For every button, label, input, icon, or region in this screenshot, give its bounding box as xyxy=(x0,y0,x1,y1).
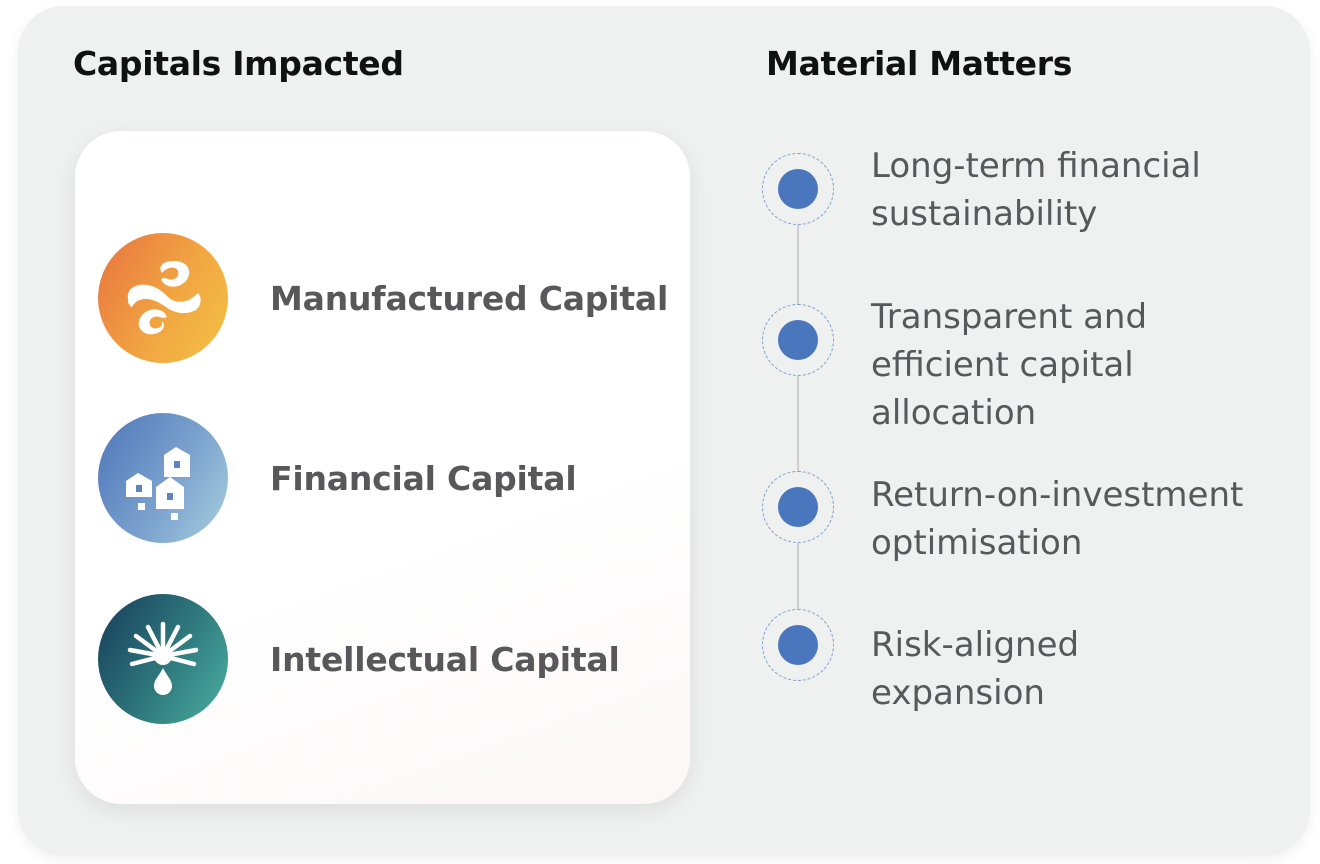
timeline-dot xyxy=(778,169,818,209)
material-matter-item: Return-on-investment optimisation xyxy=(871,471,1271,567)
matter-line: Risk-aligned xyxy=(871,625,1080,665)
timeline-dot xyxy=(778,487,818,527)
financial-capital-icon xyxy=(98,413,228,543)
timeline-dot xyxy=(778,320,818,360)
matter-line: allocation xyxy=(871,393,1037,433)
matter-line: expansion xyxy=(871,673,1045,713)
matter-line: Transparent and xyxy=(871,297,1148,337)
capital-item-financial: Financial Capital xyxy=(98,413,577,543)
material-matters-heading: Material Matters xyxy=(766,44,1073,83)
timeline-node xyxy=(762,609,834,681)
matter-line: Long-term financial xyxy=(871,146,1201,186)
timeline-connector xyxy=(797,190,799,645)
timeline-dot xyxy=(778,625,818,665)
manufactured-capital-icon xyxy=(98,233,228,363)
matter-line: optimisation xyxy=(871,523,1083,563)
capital-label: Intellectual Capital xyxy=(270,639,620,679)
matter-line: sustainability xyxy=(871,194,1098,234)
capital-label: Financial Capital xyxy=(270,458,577,498)
capital-item-manufactured: Manufactured Capital xyxy=(98,233,668,363)
intellectual-capital-icon xyxy=(98,594,228,724)
capital-item-intellectual: Intellectual Capital xyxy=(98,594,620,724)
capital-label: Manufactured Capital xyxy=(270,278,669,318)
matter-line: efficient capital xyxy=(871,345,1134,385)
material-matter-item: Long-term financial sustainability xyxy=(871,142,1271,238)
timeline-node xyxy=(762,471,834,543)
material-matter-item: Transparent and efficient capital alloca… xyxy=(871,293,1271,437)
material-matter-item: Risk-aligned expansion xyxy=(871,621,1271,717)
timeline-node xyxy=(762,153,834,225)
capitals-impacted-heading: Capitals Impacted xyxy=(73,44,404,83)
matter-line: Return-on-investment xyxy=(871,475,1244,515)
timeline-node xyxy=(762,304,834,376)
